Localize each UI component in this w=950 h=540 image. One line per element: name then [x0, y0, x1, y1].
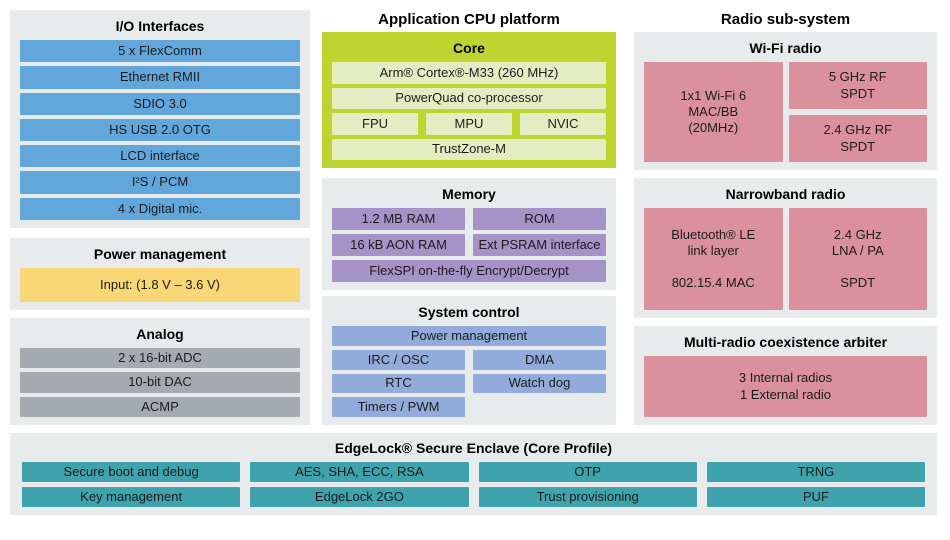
left-column: I/O Interfaces 5 x FlexComm Ethernet RMI…: [10, 10, 310, 425]
secure-block-boot-debug: Secure boot and debug: [22, 462, 241, 482]
memory-row-1: 1.2 MB RAM ROM: [332, 208, 606, 230]
secure-block-key-management: Key management: [22, 487, 241, 507]
secure-block-trust-provisioning: Trust provisioning: [478, 487, 697, 507]
power-management-panel: Power management Input: (1.8 V – 3.6 V): [10, 238, 310, 310]
secure-block-puf: PUF: [706, 487, 925, 507]
analog-title: Analog: [136, 326, 184, 342]
coexistence-arbiter-panel: Multi-radio coexistence arbiter 3 Intern…: [634, 326, 937, 425]
system-row-2: IRC / OSC DMA: [332, 349, 606, 370]
core-row-fpu-mpu-nvic: FPU MPU NVIC: [332, 113, 606, 135]
coex-block-radios: 3 Internal radios 1 External radio: [644, 356, 927, 417]
core-block-fpu: FPU: [332, 113, 418, 135]
core-block-powerquad: PowerQuad co-processor: [332, 87, 606, 109]
narrowband-block-lna-pa-spdt: 2.4 GHz LNA / PA SPDT: [788, 208, 927, 310]
memory-panel: Memory 1.2 MB RAM ROM 16 kB AON RAM Ext …: [322, 178, 616, 290]
wifi-block-mac-bb: 1x1 Wi-Fi 6 MAC/BB (20MHz): [644, 62, 783, 162]
wifi-radio-title: Wi-Fi radio: [749, 40, 822, 56]
analog-block-dac: 10-bit DAC: [20, 372, 300, 393]
system-control-panel: System control Power management IRC / OS…: [322, 296, 616, 425]
wifi-radio-panel: Wi-Fi radio 1x1 Wi-Fi 6 MAC/BB (20MHz) 5…: [634, 32, 937, 170]
memory-block-psram-interface: Ext PSRAM interface: [473, 234, 606, 256]
memory-block-ram: 1.2 MB RAM: [332, 208, 465, 230]
system-block-dma: DMA: [473, 349, 606, 370]
io-interfaces-title: I/O Interfaces: [115, 18, 205, 34]
io-block-lcd-interface: LCD interface: [20, 145, 300, 168]
wifi-radio-blocks: 1x1 Wi-Fi 6 MAC/BB (20MHz) 5 GHz RF SPDT…: [644, 62, 927, 162]
edgelock-secure-enclave-panel: EdgeLock® Secure Enclave (Core Profile) …: [10, 433, 937, 515]
core-blocks: Arm® Cortex®-M33 (260 MHz) PowerQuad co-…: [332, 62, 606, 160]
edgelock-blocks: Secure boot and debug AES, SHA, ECC, RSA…: [22, 462, 925, 507]
core-block-trustzone: TrustZone-M: [332, 138, 606, 160]
memory-block-flexspi: FlexSPI on-the-fly Encrypt/Decrypt: [332, 260, 606, 282]
io-block-sdio: SDIO 3.0: [20, 92, 300, 115]
io-block-digital-mic: 4 x Digital mic.: [20, 197, 300, 220]
cpu-column-title: Application CPU platform: [378, 11, 560, 28]
memory-block-aon-ram: 16 kB AON RAM: [332, 234, 465, 256]
secure-block-trng: TRNG: [706, 462, 925, 482]
cpu-column: Application CPU platform Core Arm® Corte…: [322, 10, 616, 425]
system-block-power-management: Power management: [332, 326, 606, 346]
secure-block-otp: OTP: [478, 462, 697, 482]
narrowband-radio-title: Narrowband radio: [725, 186, 846, 202]
coexistence-arbiter-title: Multi-radio coexistence arbiter: [683, 334, 888, 350]
power-management-title: Power management: [93, 246, 227, 262]
radio-column: Radio sub-system Wi-Fi radio 1x1 Wi-Fi 6…: [634, 10, 937, 425]
core-panel: Core Arm® Cortex®-M33 (260 MHz) PowerQua…: [322, 32, 616, 168]
secure-block-crypto: AES, SHA, ECC, RSA: [250, 462, 469, 482]
system-block-timers-pwm: Timers / PWM: [332, 397, 465, 417]
io-block-usb-otg: HS USB 2.0 OTG: [20, 118, 300, 142]
system-block-irc-osc: IRC / OSC: [332, 349, 465, 370]
system-block-rtc: RTC: [332, 373, 465, 394]
system-row-spacer: [473, 397, 606, 417]
coexistence-blocks: 3 Internal radios 1 External radio: [644, 356, 927, 417]
memory-block-rom: ROM: [473, 208, 606, 230]
analog-block-adc: 2 x 16-bit ADC: [20, 348, 300, 369]
system-block-watchdog: Watch dog: [473, 373, 606, 394]
wifi-block-5ghz-spdt: 5 GHz RF SPDT: [788, 62, 927, 109]
wifi-block-24ghz-spdt: 2.4 GHz RF SPDT: [788, 115, 927, 162]
power-input-block: Input: (1.8 V – 3.6 V): [20, 268, 300, 302]
io-interfaces-panel: I/O Interfaces 5 x FlexComm Ethernet RMI…: [10, 10, 310, 228]
io-block-flexcomm: 5 x FlexComm: [20, 40, 300, 63]
system-control-blocks: Power management IRC / OSC DMA RTC Watch…: [332, 326, 606, 417]
narrowband-blocks: Bluetooth® LE link layer 802.15.4 MAC 2.…: [644, 208, 927, 310]
narrowband-radio-panel: Narrowband radio Bluetooth® LE link laye…: [634, 178, 937, 318]
io-interfaces-blocks: 5 x FlexComm Ethernet RMII SDIO 3.0 HS U…: [20, 40, 300, 220]
core-block-mpu: MPU: [426, 113, 512, 135]
radio-column-title: Radio sub-system: [720, 11, 851, 28]
io-block-i2s-pcm: I²S / PCM: [20, 171, 300, 194]
system-control-title: System control: [418, 304, 520, 320]
edgelock-title: EdgeLock® Secure Enclave (Core Profile): [334, 440, 613, 456]
core-title: Core: [453, 40, 485, 56]
wifi-spdt-column: 5 GHz RF SPDT 2.4 GHz RF SPDT: [788, 62, 927, 162]
system-row-3: RTC Watch dog: [332, 373, 606, 394]
system-row-4: Timers / PWM: [332, 397, 606, 417]
memory-blocks: 1.2 MB RAM ROM 16 kB AON RAM Ext PSRAM i…: [332, 208, 606, 282]
analog-panel: Analog 2 x 16-bit ADC 10-bit DAC ACMP: [10, 318, 310, 425]
core-block-cortex-m33: Arm® Cortex®-M33 (260 MHz): [332, 62, 606, 84]
analog-blocks: 2 x 16-bit ADC 10-bit DAC ACMP: [20, 348, 300, 417]
analog-block-acmp: ACMP: [20, 396, 300, 417]
io-block-ethernet-rmii: Ethernet RMII: [20, 66, 300, 89]
memory-row-2: 16 kB AON RAM Ext PSRAM interface: [332, 234, 606, 256]
narrowband-block-ble-mac: Bluetooth® LE link layer 802.15.4 MAC: [644, 208, 783, 310]
power-management-blocks: Input: (1.8 V – 3.6 V): [20, 268, 300, 302]
core-block-nvic: NVIC: [520, 113, 606, 135]
memory-title: Memory: [442, 186, 496, 202]
secure-block-edgelock-2go: EdgeLock 2GO: [250, 487, 469, 507]
